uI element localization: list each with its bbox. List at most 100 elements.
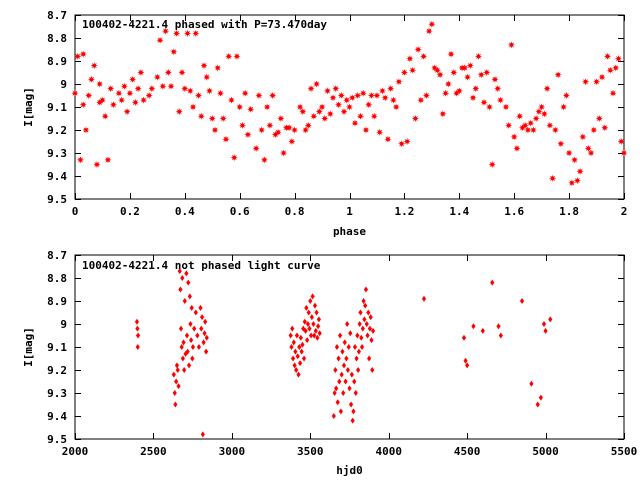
data-point (177, 268, 182, 275)
data-point (439, 110, 447, 118)
data-point (411, 114, 419, 123)
data-point (535, 401, 540, 408)
x-tick-label: 4500 (454, 445, 481, 458)
data-point (370, 112, 378, 120)
data-point (252, 144, 260, 152)
data-point (193, 309, 198, 316)
data-point (172, 29, 181, 37)
data-point (305, 321, 311, 327)
data-point (293, 348, 298, 355)
data-point (338, 408, 343, 415)
data-point (337, 91, 345, 100)
data-point (392, 103, 400, 111)
data-point (365, 101, 373, 109)
x-tick-label: 4000 (375, 445, 402, 458)
data-point (189, 103, 197, 111)
data-point (203, 318, 208, 325)
data-point (513, 144, 521, 152)
data-point (79, 101, 87, 109)
data-point (104, 156, 112, 164)
data-point (510, 133, 518, 141)
data-point (109, 101, 118, 109)
data-point (156, 36, 164, 44)
data-point (381, 94, 389, 102)
data-point (355, 332, 360, 339)
data-point (356, 348, 362, 355)
data-point (174, 378, 179, 385)
data-point (436, 71, 444, 79)
data-point (389, 96, 398, 104)
data-point (584, 144, 592, 152)
data-point (307, 85, 315, 93)
data-point (302, 318, 307, 325)
data-point (477, 71, 485, 79)
x-tick-label: 1 (346, 205, 353, 218)
x-tick-label: 0.2 (120, 205, 140, 218)
data-point (173, 401, 178, 408)
data-point (294, 367, 299, 373)
data-point (199, 325, 204, 332)
data-point (480, 327, 485, 334)
data-point (205, 87, 214, 95)
data-point (524, 126, 532, 134)
data-point (463, 73, 472, 81)
data-point (341, 362, 347, 369)
data-point (329, 94, 337, 102)
x-tick-label: 3500 (297, 445, 324, 458)
unphased-light-curve-panel: 2000 2500 3000 3500 4000 4500 5000 5500 8.7 8.8 8.… (22, 249, 637, 477)
data-point (266, 121, 274, 129)
data-point (469, 94, 477, 102)
data-point (148, 85, 156, 93)
data-point (135, 325, 140, 332)
data-point (301, 325, 306, 332)
data-point (498, 332, 503, 339)
x-tick-label: 1.6 (504, 205, 524, 218)
data-point (538, 394, 543, 401)
data-point (176, 383, 181, 390)
data-point (197, 112, 205, 120)
data-point (196, 344, 202, 350)
data-point (516, 112, 524, 120)
data-point (332, 85, 340, 93)
y-axis-label: I[mag] (22, 87, 35, 127)
data-point (581, 78, 590, 86)
data-point (565, 149, 573, 157)
data-point (202, 330, 207, 337)
data-point (290, 325, 295, 332)
data-point (491, 75, 499, 83)
data-point (617, 137, 625, 146)
data-point (171, 371, 176, 378)
y-tick-label: 8.8 (47, 32, 67, 45)
data-point (192, 325, 197, 332)
data-point (161, 27, 170, 35)
x-axis-label: phase (333, 225, 366, 238)
y-tick-label: 9.3 (47, 147, 67, 160)
y-tick-label: 8.9 (47, 295, 67, 308)
data-point (204, 334, 209, 341)
data-point (369, 337, 374, 344)
data-point (485, 103, 494, 111)
data-point (406, 55, 414, 63)
data-point (296, 103, 304, 111)
data-point (227, 96, 236, 104)
data-point (194, 91, 203, 100)
data-point (376, 128, 384, 136)
data-point (153, 73, 161, 81)
data-point (587, 149, 595, 157)
data-point (269, 91, 277, 100)
data-point (323, 87, 332, 95)
data-point (505, 121, 513, 129)
data-point (592, 78, 601, 86)
data-point (455, 87, 463, 95)
data-point (300, 341, 305, 348)
data-point (263, 103, 271, 111)
data-point (461, 334, 467, 341)
data-point (507, 41, 516, 49)
data-point (247, 105, 255, 113)
data-point (362, 126, 370, 134)
axis-ticks: 2000 2500 3000 3500 4000 4500 5000 5500 8.7 8.8 8.… (47, 249, 637, 458)
data-point (135, 332, 141, 339)
data-point (317, 330, 322, 337)
data-point (291, 126, 299, 134)
